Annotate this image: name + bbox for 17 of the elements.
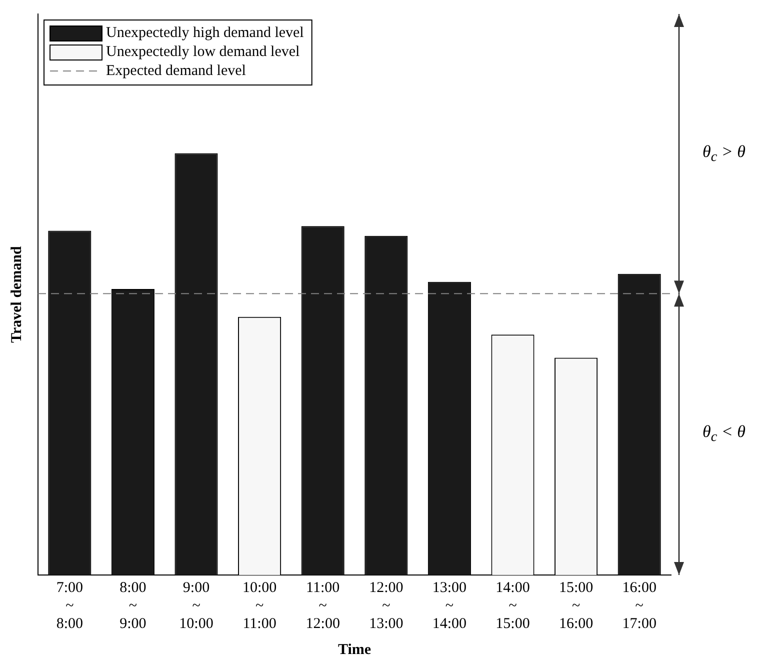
legend-label: Unexpectedly high demand level [106, 24, 304, 41]
x-axis-title: Time [338, 642, 372, 658]
y-axis-title: Travel demand [8, 245, 25, 343]
x-tick-label: 13:00 ~ 14:00 [432, 580, 467, 632]
x-tick-label: 9:00 ~ 10:00 [179, 580, 214, 632]
x-tick-label: 14:00 ~ 15:00 [496, 580, 530, 632]
x-tick-label: 7:00 ~ 8:00 [56, 580, 83, 632]
x-tick-label: 15:00 ~ 16:00 [558, 580, 594, 632]
x-tick-label: 10:00 ~ 11:00 [242, 580, 277, 632]
legend-label: Expected demand level [106, 62, 246, 79]
x-tick-label: 16:00 ~ 17:00 [622, 580, 656, 632]
x-tick-label: 11:00 ~ 12:00 [306, 580, 340, 632]
legend-label: Unexpectedly low demand level [106, 44, 300, 60]
x-tick-label: 12:00 ~ 13:00 [369, 580, 404, 632]
x-tick-label: 8:00 ~ 9:00 [120, 580, 146, 632]
text: θ$_{c}$ > θ [702, 142, 746, 166]
text: θ$_{c}$ < θ [702, 422, 746, 447]
